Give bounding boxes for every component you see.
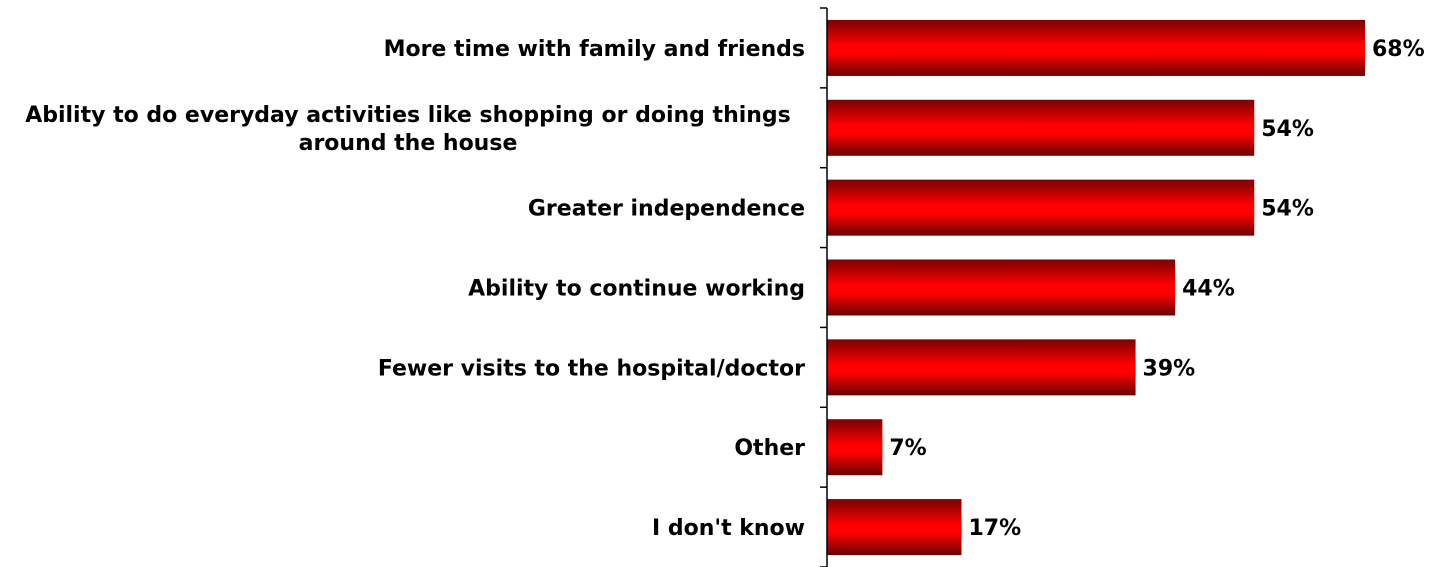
data-label: 44% — [1182, 277, 1235, 302]
category-label-line: around the house — [299, 131, 518, 156]
value-labels: 68% 54% 54% 44% 39% 7% 17% — [889, 37, 1424, 541]
category-label: Other — [734, 436, 805, 461]
data-label: 54% — [1261, 117, 1314, 142]
bar — [827, 259, 1176, 316]
bar — [827, 19, 1365, 76]
bar — [827, 419, 883, 476]
data-label: 7% — [889, 436, 926, 461]
data-label: 54% — [1261, 197, 1314, 222]
bar — [827, 99, 1255, 156]
category-label-line: Ability to do everyday activities like s… — [25, 103, 791, 128]
category-label: More time with family and friends — [384, 37, 805, 62]
category-label: Fewer visits to the hospital/doctor — [378, 356, 805, 381]
category-label: Greater independence — [528, 197, 805, 222]
bar — [827, 499, 962, 556]
bar — [827, 339, 1136, 396]
data-label: 39% — [1143, 356, 1196, 381]
category-labels: More time with family and friends Ability… — [25, 37, 805, 541]
category-axis — [820, 7, 828, 567]
bar — [827, 179, 1255, 236]
category-label: I don't know — [652, 516, 805, 541]
data-label: 68% — [1372, 37, 1425, 62]
data-label: 17% — [969, 516, 1022, 541]
category-label: Ability to do everyday activities like s… — [25, 103, 791, 156]
bars-group — [827, 19, 1365, 556]
category-label: Ability to continue working — [468, 277, 805, 302]
